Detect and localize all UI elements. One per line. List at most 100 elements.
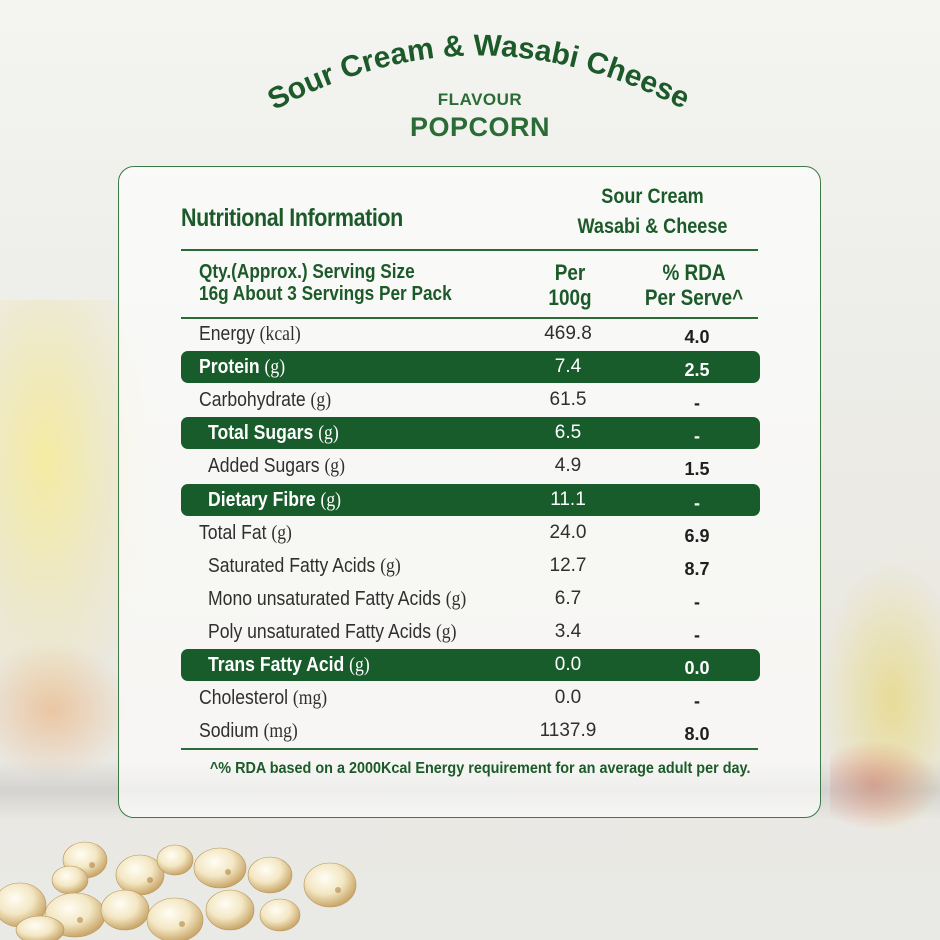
nutrient-name: Total Fat	[199, 521, 267, 544]
nutrient-label: Energy (kcal)	[199, 318, 301, 350]
nutrient-name: Added Sugars	[208, 455, 320, 478]
per-100g-value: 61.5	[549, 389, 587, 411]
nutrient-name: Dietary Fibre	[208, 488, 316, 511]
nutrition-title: Nutritional Information	[181, 204, 403, 232]
nutrient-name: Poly unsaturated Fatty Acids	[208, 620, 432, 643]
nutrient-row: Protein (g) 7.4 2.5	[181, 351, 760, 384]
per-100g-value: 6.7	[554, 587, 582, 609]
nutrient-unit: (g)	[324, 455, 345, 478]
header-divider-bottom	[181, 317, 758, 319]
nutrient-unit: (g)	[445, 587, 467, 610]
nutrient-name: Energy	[199, 323, 255, 345]
per-line-2: 100g	[548, 285, 592, 310]
per-100g-value: 6.5	[554, 422, 582, 444]
nutrient-unit: (g)	[435, 620, 457, 643]
nutrient-name: Protein	[199, 356, 260, 379]
nutrient-label: Carbohydrate (g)	[199, 384, 331, 416]
per-100g-value: 11.1	[550, 488, 586, 510]
per-100g-value: 12.7	[549, 554, 587, 576]
nutrient-row: Poly unsaturated Fatty Acids (g) 3.4 -	[181, 616, 760, 648]
nutrient-row: Mono unsaturated Fatty Acids (g) 6.7 -	[181, 583, 760, 615]
header-divider-top	[181, 249, 758, 251]
nutrient-unit: (g)	[380, 554, 401, 577]
per-line-1: Per	[554, 260, 586, 285]
nutrient-row: Energy (kcal) 469.8 4.0	[181, 318, 760, 350]
nutrient-row: Sodium (mg) 1137.9 8.0	[181, 715, 760, 747]
nutrient-name: Trans Fatty Acid	[208, 654, 345, 676]
rda-footnote: ^% RDA based on a 2000Kcal Energy requir…	[209, 760, 751, 777]
nutrient-name: Mono unsaturated Fatty Acids	[208, 587, 441, 610]
variant-line-1: Sour Cream	[601, 185, 704, 208]
table-divider-bottom	[181, 748, 758, 750]
rda-value: -	[694, 492, 700, 513]
brand-arc-title: Sour Cream & Wasabi Cheese	[262, 29, 695, 116]
nutrient-row: Added Sugars (g) 4.9 1.5	[181, 450, 760, 482]
nutrient-unit: (g)	[318, 422, 339, 445]
rda-value: 8.7	[684, 558, 710, 579]
per-100g-value: 7.4	[554, 356, 582, 378]
product-name: POPCORN	[409, 112, 551, 142]
nutrient-unit: (g)	[271, 521, 292, 544]
nutrient-unit: (g)	[310, 389, 332, 412]
nutrient-unit: (mg)	[263, 720, 298, 743]
per-100g-value: 24.0	[549, 521, 587, 543]
nutrient-unit: (mg)	[292, 687, 328, 710]
per-100g-value: 4.9	[554, 455, 582, 477]
per-100g-value: 1137.9	[539, 720, 597, 742]
rda-line-1: % RDA	[662, 260, 726, 285]
rda-header: % RDA Per Serve^	[639, 260, 749, 310]
rda-value: -	[694, 591, 700, 612]
serving-line-1: Qty.(Approx.) Serving Size	[199, 261, 415, 283]
nutrient-unit: (g)	[320, 488, 342, 511]
nutrient-row: Dietary Fibre (g) 11.1 -	[181, 483, 760, 516]
nutrient-label: Dietary Fibre (g)	[208, 484, 341, 516]
nutrient-name: Saturated Fatty Acids	[208, 554, 376, 577]
nutrient-label: Trans Fatty Acid (g)	[208, 649, 370, 681]
flavour-label: FLAVOUR	[437, 90, 523, 109]
nutrient-unit: (kcal)	[259, 323, 301, 345]
nutrient-row: Saturated Fatty Acids (g) 12.7 8.7	[181, 550, 760, 582]
variant-line-2: Wasabi & Cheese	[577, 215, 728, 238]
nutrient-row: Carbohydrate (g) 61.5 -	[181, 384, 760, 416]
nutrient-name: Carbohydrate	[199, 389, 306, 412]
rda-value: 2.5	[684, 360, 710, 381]
rda-value: 6.9	[684, 525, 710, 546]
background-blur-red	[830, 740, 940, 830]
nutrient-label: Sodium (mg)	[199, 715, 298, 747]
nutrient-row: Cholesterol (mg) 0.0 -	[181, 682, 760, 714]
nutrient-label: Added Sugars (g)	[208, 450, 345, 482]
background-blur-orange	[0, 640, 130, 780]
nutrient-label: Total Fat (g)	[199, 517, 292, 549]
popcorn-image	[0, 841, 357, 940]
serving-size-header: Qty.(Approx.) Serving Size 16g About 3 S…	[199, 261, 452, 305]
nutrient-label: Poly unsaturated Fatty Acids (g)	[208, 616, 456, 648]
nutrient-label: Protein (g)	[199, 351, 285, 383]
serving-line-2: 16g About 3 Servings Per Pack	[199, 283, 452, 305]
rda-value: 1.5	[684, 459, 710, 480]
per-100g-value: 3.4	[554, 620, 582, 642]
rda-value: 0.0	[684, 658, 710, 678]
variant-name: Sour Cream Wasabi & Cheese	[573, 182, 732, 242]
nutrient-row: Trans Fatty Acid (g) 0.0 0.0	[181, 649, 760, 681]
nutrient-name: Cholesterol	[199, 687, 289, 710]
rda-value: -	[694, 426, 700, 447]
rda-value: -	[694, 691, 700, 712]
rda-value: -	[694, 393, 700, 414]
nutrient-row: Total Fat (g) 24.0 6.9	[181, 517, 760, 549]
nutrient-name: Sodium	[199, 720, 259, 743]
nutrient-name: Total Sugars	[208, 422, 314, 445]
per-100g-value: 0.0	[554, 687, 582, 709]
rda-value: 8.0	[684, 724, 710, 745]
per-100g-header: Per 100g	[527, 260, 613, 310]
rda-value: -	[694, 624, 700, 645]
nutrient-label: Cholesterol (mg)	[199, 682, 327, 714]
rda-value: 4.0	[684, 327, 710, 347]
nutrient-label: Mono unsaturated Fatty Acids (g)	[208, 583, 466, 615]
nutrient-label: Total Sugars (g)	[208, 417, 339, 449]
rda-line-2: Per Serve^	[644, 285, 744, 310]
nutrient-unit: (g)	[264, 356, 286, 379]
per-100g-value: 0.0	[554, 654, 582, 675]
nutrient-label: Saturated Fatty Acids (g)	[208, 550, 401, 582]
per-100g-value: 469.8	[544, 323, 592, 344]
nutrient-row: Total Sugars (g) 6.5 -	[181, 417, 760, 450]
